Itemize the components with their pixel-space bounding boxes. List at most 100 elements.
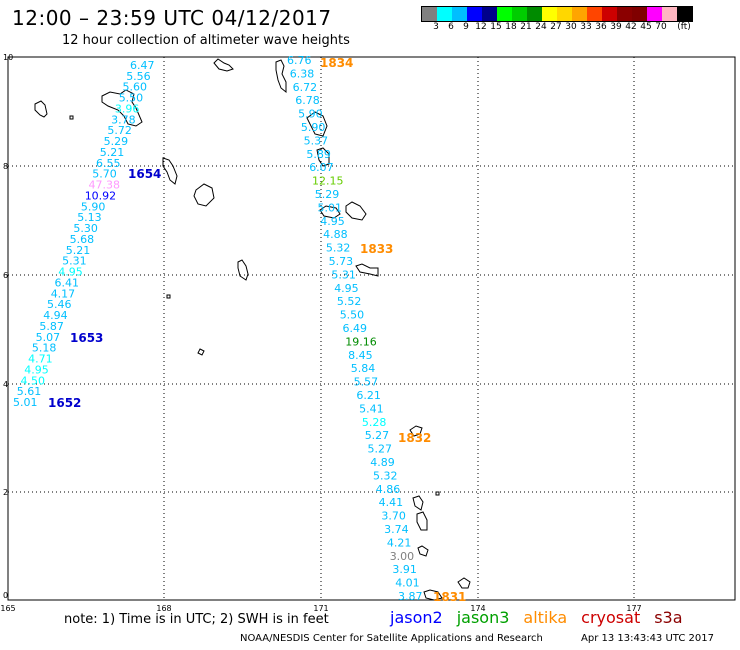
- wave-height-label: 5.56: [126, 70, 151, 83]
- wave-height-label: 5.31: [62, 255, 87, 268]
- wave-height-label: 5.73: [329, 255, 354, 268]
- wave-height-label: 5.29: [315, 188, 340, 201]
- legend-label: 39: [610, 22, 622, 32]
- satellite-name: cryosat: [581, 608, 641, 627]
- island-outline: [316, 147, 330, 167]
- satellite-legend: jason2 jason3 altika cryosat s3a: [390, 608, 697, 627]
- wave-height-label: 12.15: [312, 175, 344, 188]
- wave-height-label: 5.27: [365, 429, 390, 442]
- wave-height-label: 6.47: [130, 59, 155, 72]
- legend-swatch: [587, 7, 602, 21]
- wave-height-label: 5.60: [123, 81, 148, 94]
- legend-swatch: [422, 7, 437, 21]
- island-outline: [162, 157, 178, 185]
- wave-height-label: 4.89: [370, 456, 395, 469]
- legend-label: 12: [475, 22, 487, 32]
- legend-swatch: [527, 7, 542, 21]
- island-outline: [355, 263, 379, 277]
- legend-label: 30: [565, 22, 577, 32]
- legend-label: 15: [490, 22, 502, 32]
- generated-timestamp: Apr 13 13:43:43 UTC 2017: [581, 633, 714, 644]
- wave-height-label: 3.74: [384, 523, 409, 536]
- wave-height-label: 4.50: [21, 374, 46, 387]
- island-outline: [275, 59, 287, 94]
- lat-tick-label: 0: [3, 591, 8, 600]
- lat-lon-grid: [7, 56, 736, 601]
- wave-height-label: 6.78: [295, 94, 320, 107]
- lon-tick-label: 177: [626, 604, 641, 613]
- island-outline: [69, 115, 74, 120]
- wave-height-label: 5.01: [318, 201, 343, 214]
- legend-label: 9: [463, 22, 469, 32]
- legend-swatch: [572, 7, 587, 21]
- wave-height-label: 5.21: [100, 146, 125, 159]
- wave-height-label: 5.72: [107, 124, 131, 137]
- wave-height-label: 3.91: [392, 563, 417, 576]
- satellite-name: jason3: [456, 608, 510, 627]
- island-outline: [193, 183, 215, 207]
- lat-tick-label: 6: [3, 271, 8, 280]
- wave-height-label: 8.45: [348, 349, 373, 362]
- island-outline: [457, 577, 471, 589]
- legend-label: 3: [433, 22, 439, 32]
- wave-height-label: 4.71: [28, 353, 52, 366]
- legend-swatch: [467, 7, 482, 21]
- legend-label: 45: [640, 22, 652, 32]
- wave-height-label: 5.37: [304, 134, 329, 147]
- wave-height-label: 10.92: [85, 190, 117, 203]
- legend-label: 18: [505, 22, 517, 32]
- wave-height-label: 5.50: [340, 309, 365, 322]
- wave-height-label: 4.88: [323, 228, 348, 241]
- wave-height-label: 5.41: [359, 402, 384, 415]
- wave-height-label: 4.95: [320, 215, 345, 228]
- island-outline: [101, 89, 143, 127]
- wave-height-label: 4.01: [395, 577, 420, 590]
- wave-height-label: 6.72: [293, 81, 318, 94]
- lon-tick-label: 174: [470, 604, 485, 613]
- legend-swatch: [647, 7, 662, 21]
- footer-note: note: 1) Time is in UTC; 2) SWH is in fe…: [64, 612, 329, 627]
- wave-height-label: 6.07: [309, 161, 334, 174]
- wave-height-label: 5.32: [373, 469, 398, 482]
- wave-height-label: 5.27: [368, 443, 393, 456]
- pass-time-label: 1654: [128, 167, 161, 181]
- wave-height-label: 5.30: [73, 222, 98, 235]
- wave-height-label: 3.96: [115, 103, 139, 116]
- credit-line: NOAA/NESDIS Center for Satellite Applica…: [240, 633, 543, 644]
- wave-height-label: 6.76: [287, 54, 312, 67]
- legend-swatch: [437, 7, 452, 21]
- wave-height-label: 4.95: [334, 282, 359, 295]
- legend-label: 27: [550, 22, 562, 32]
- island-outline: [213, 58, 234, 72]
- wave-height-label: 5.18: [32, 342, 57, 355]
- wave-height-label: 5.57: [354, 376, 379, 389]
- lat-tick-label: 4: [3, 380, 8, 389]
- lon-tick-label: 168: [156, 604, 171, 613]
- wave-height-label: 5.61: [17, 385, 42, 398]
- wave-height-label: 4.21: [387, 536, 412, 549]
- pass-time-label: 1834: [320, 56, 353, 70]
- island-outline: [166, 294, 171, 299]
- wave-height-label: 3.00: [390, 550, 415, 563]
- legend-swatch: [677, 7, 692, 21]
- lat-tick-label: 10: [3, 53, 13, 62]
- wave-height-label: 5.46: [47, 298, 72, 311]
- legend-swatch: [542, 7, 557, 21]
- legend-label: 70: [655, 22, 667, 32]
- map-subtitle: 12 hour collection of altimeter wave hei…: [62, 33, 350, 48]
- wave-height-label: 4.95: [24, 363, 49, 376]
- legend-swatch: [557, 7, 572, 21]
- legend-swatch: [452, 7, 467, 21]
- island-outlines: [34, 58, 471, 601]
- wave-height-label: 3.70: [381, 510, 406, 523]
- wave-height-label: 5.90: [301, 121, 326, 134]
- wave-height-label: 3.87: [398, 590, 423, 603]
- island-outline: [412, 495, 424, 511]
- satellite-name: s3a: [654, 608, 683, 627]
- legend-swatch: [482, 7, 497, 21]
- legend-label: 42: [625, 22, 637, 32]
- legend-label: 36: [595, 22, 607, 32]
- pass-time-label: 1833: [360, 242, 393, 256]
- island-outline: [416, 511, 428, 531]
- wave-height-label: 4.41: [379, 496, 404, 509]
